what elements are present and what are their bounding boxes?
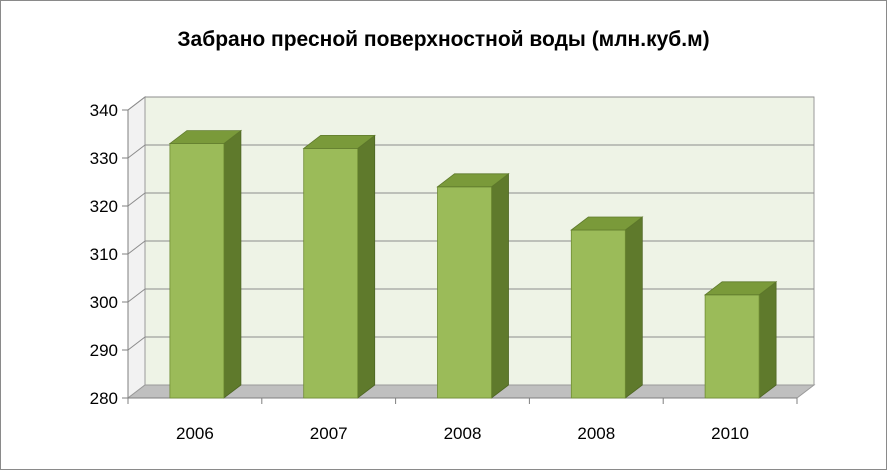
bar-top [436, 173, 510, 188]
bar [704, 294, 760, 399]
bar-side [223, 129, 242, 399]
gridline [127, 192, 814, 207]
y-tick-label: 330 [90, 149, 118, 168]
x-tick-label: 2006 [176, 424, 214, 443]
y-tick-label: 300 [90, 293, 118, 312]
bar-top [570, 216, 644, 231]
bar [437, 186, 492, 399]
bar-side [758, 280, 777, 399]
x-tick-label: 2008 [444, 424, 482, 443]
bar-top [302, 134, 376, 149]
y-tick-label: 310 [90, 245, 118, 264]
y-tick-label: 340 [90, 101, 118, 120]
gridline [127, 144, 814, 159]
chart-title: Забрано пресной поверхностной воды (млн.… [177, 28, 710, 51]
y-tick-label: 320 [90, 197, 118, 216]
x-tick-label: 2010 [711, 424, 749, 443]
y-tick-label: 290 [90, 341, 118, 360]
bar [303, 147, 359, 399]
bar-top [703, 281, 778, 296]
bar-side [357, 134, 376, 399]
x-tick-label: 2008 [577, 424, 615, 443]
bar-top [168, 130, 243, 145]
bar-side [624, 216, 643, 399]
bar [570, 229, 626, 399]
gridline [127, 96, 814, 111]
bar-side [491, 172, 509, 399]
y-tick-label: 280 [90, 389, 118, 408]
bar [169, 143, 225, 399]
x-tick-label: 2007 [310, 424, 348, 443]
